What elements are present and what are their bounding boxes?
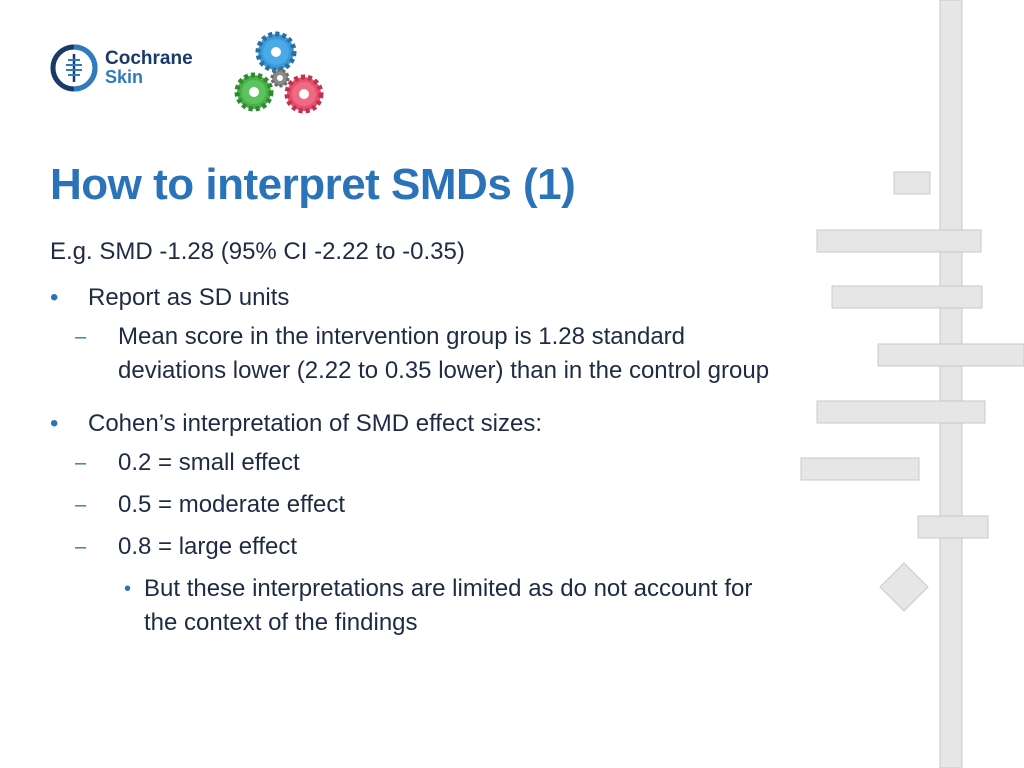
bullet-marker: • [124,578,132,600]
decorative-pattern [800,0,1024,768]
dash-marker: – [75,536,87,558]
sub-bullet-large-effect: – 0.8 = large effect [75,530,790,564]
dash-marker: – [75,494,87,516]
bullet-report-sd-units: • Report as SD units [50,284,790,312]
grey-gear-icon [270,68,290,88]
sub-sub-bullet-limitations: • But these interpretations are limited … [122,572,790,640]
logo-line-skin: Skin [105,67,144,87]
gears-logo-icon [234,31,324,114]
deco-bar [831,285,983,309]
dash-marker: – [75,326,87,348]
deco-bar [800,457,920,481]
deco-bar [816,400,986,424]
sub-sub-bullet-text: But these interpretations are limited as… [144,575,753,636]
slide-body: E.g. SMD -1.28 (95% CI -2.22 to -0.35) •… [50,238,790,640]
sub-bullet-text: 0.8 = large effect [118,533,298,560]
sub-bullet-text: Mean score in the intervention group is … [118,323,770,384]
example-line: E.g. SMD -1.28 (95% CI -2.22 to -0.35) [50,238,465,265]
pink-gear-icon [284,74,324,114]
slide-title: How to interpret SMDs (1) [50,160,576,209]
deco-diamond [879,562,929,612]
dash-marker: – [75,452,87,474]
sub-bullet-text: 0.5 = moderate effect [118,491,346,518]
sub-bullet-mean-score: – Mean score in the intervention group i… [75,320,790,388]
bullet-text: Cohen’s interpretation of SMD effect siz… [88,410,543,437]
blue-gear-icon [255,31,297,73]
bullet-cohens-interpretation: • Cohen’s interpretation of SMD effect s… [50,410,790,438]
bullet-marker: • [50,410,59,437]
sub-bullet-moderate-effect: – 0.5 = moderate effect [75,488,790,522]
cochrane-skin-logo: Cochrane Skin [50,44,193,92]
logo-text: Cochrane Skin [105,49,193,87]
logo-line-cochrane: Cochrane [105,48,193,69]
bullet-marker: • [50,284,59,311]
deco-bar [917,515,989,539]
deco-bar [816,229,982,253]
green-gear-icon [234,72,274,112]
sub-bullet-text: 0.2 = small effect [118,449,300,476]
sub-bullet-small-effect: – 0.2 = small effect [75,446,790,480]
cochrane-logo-icon [50,44,98,92]
deco-bar [877,343,1024,367]
vertical-stripe [939,0,963,768]
deco-block [893,171,931,195]
bullet-text: Report as SD units [88,284,290,311]
